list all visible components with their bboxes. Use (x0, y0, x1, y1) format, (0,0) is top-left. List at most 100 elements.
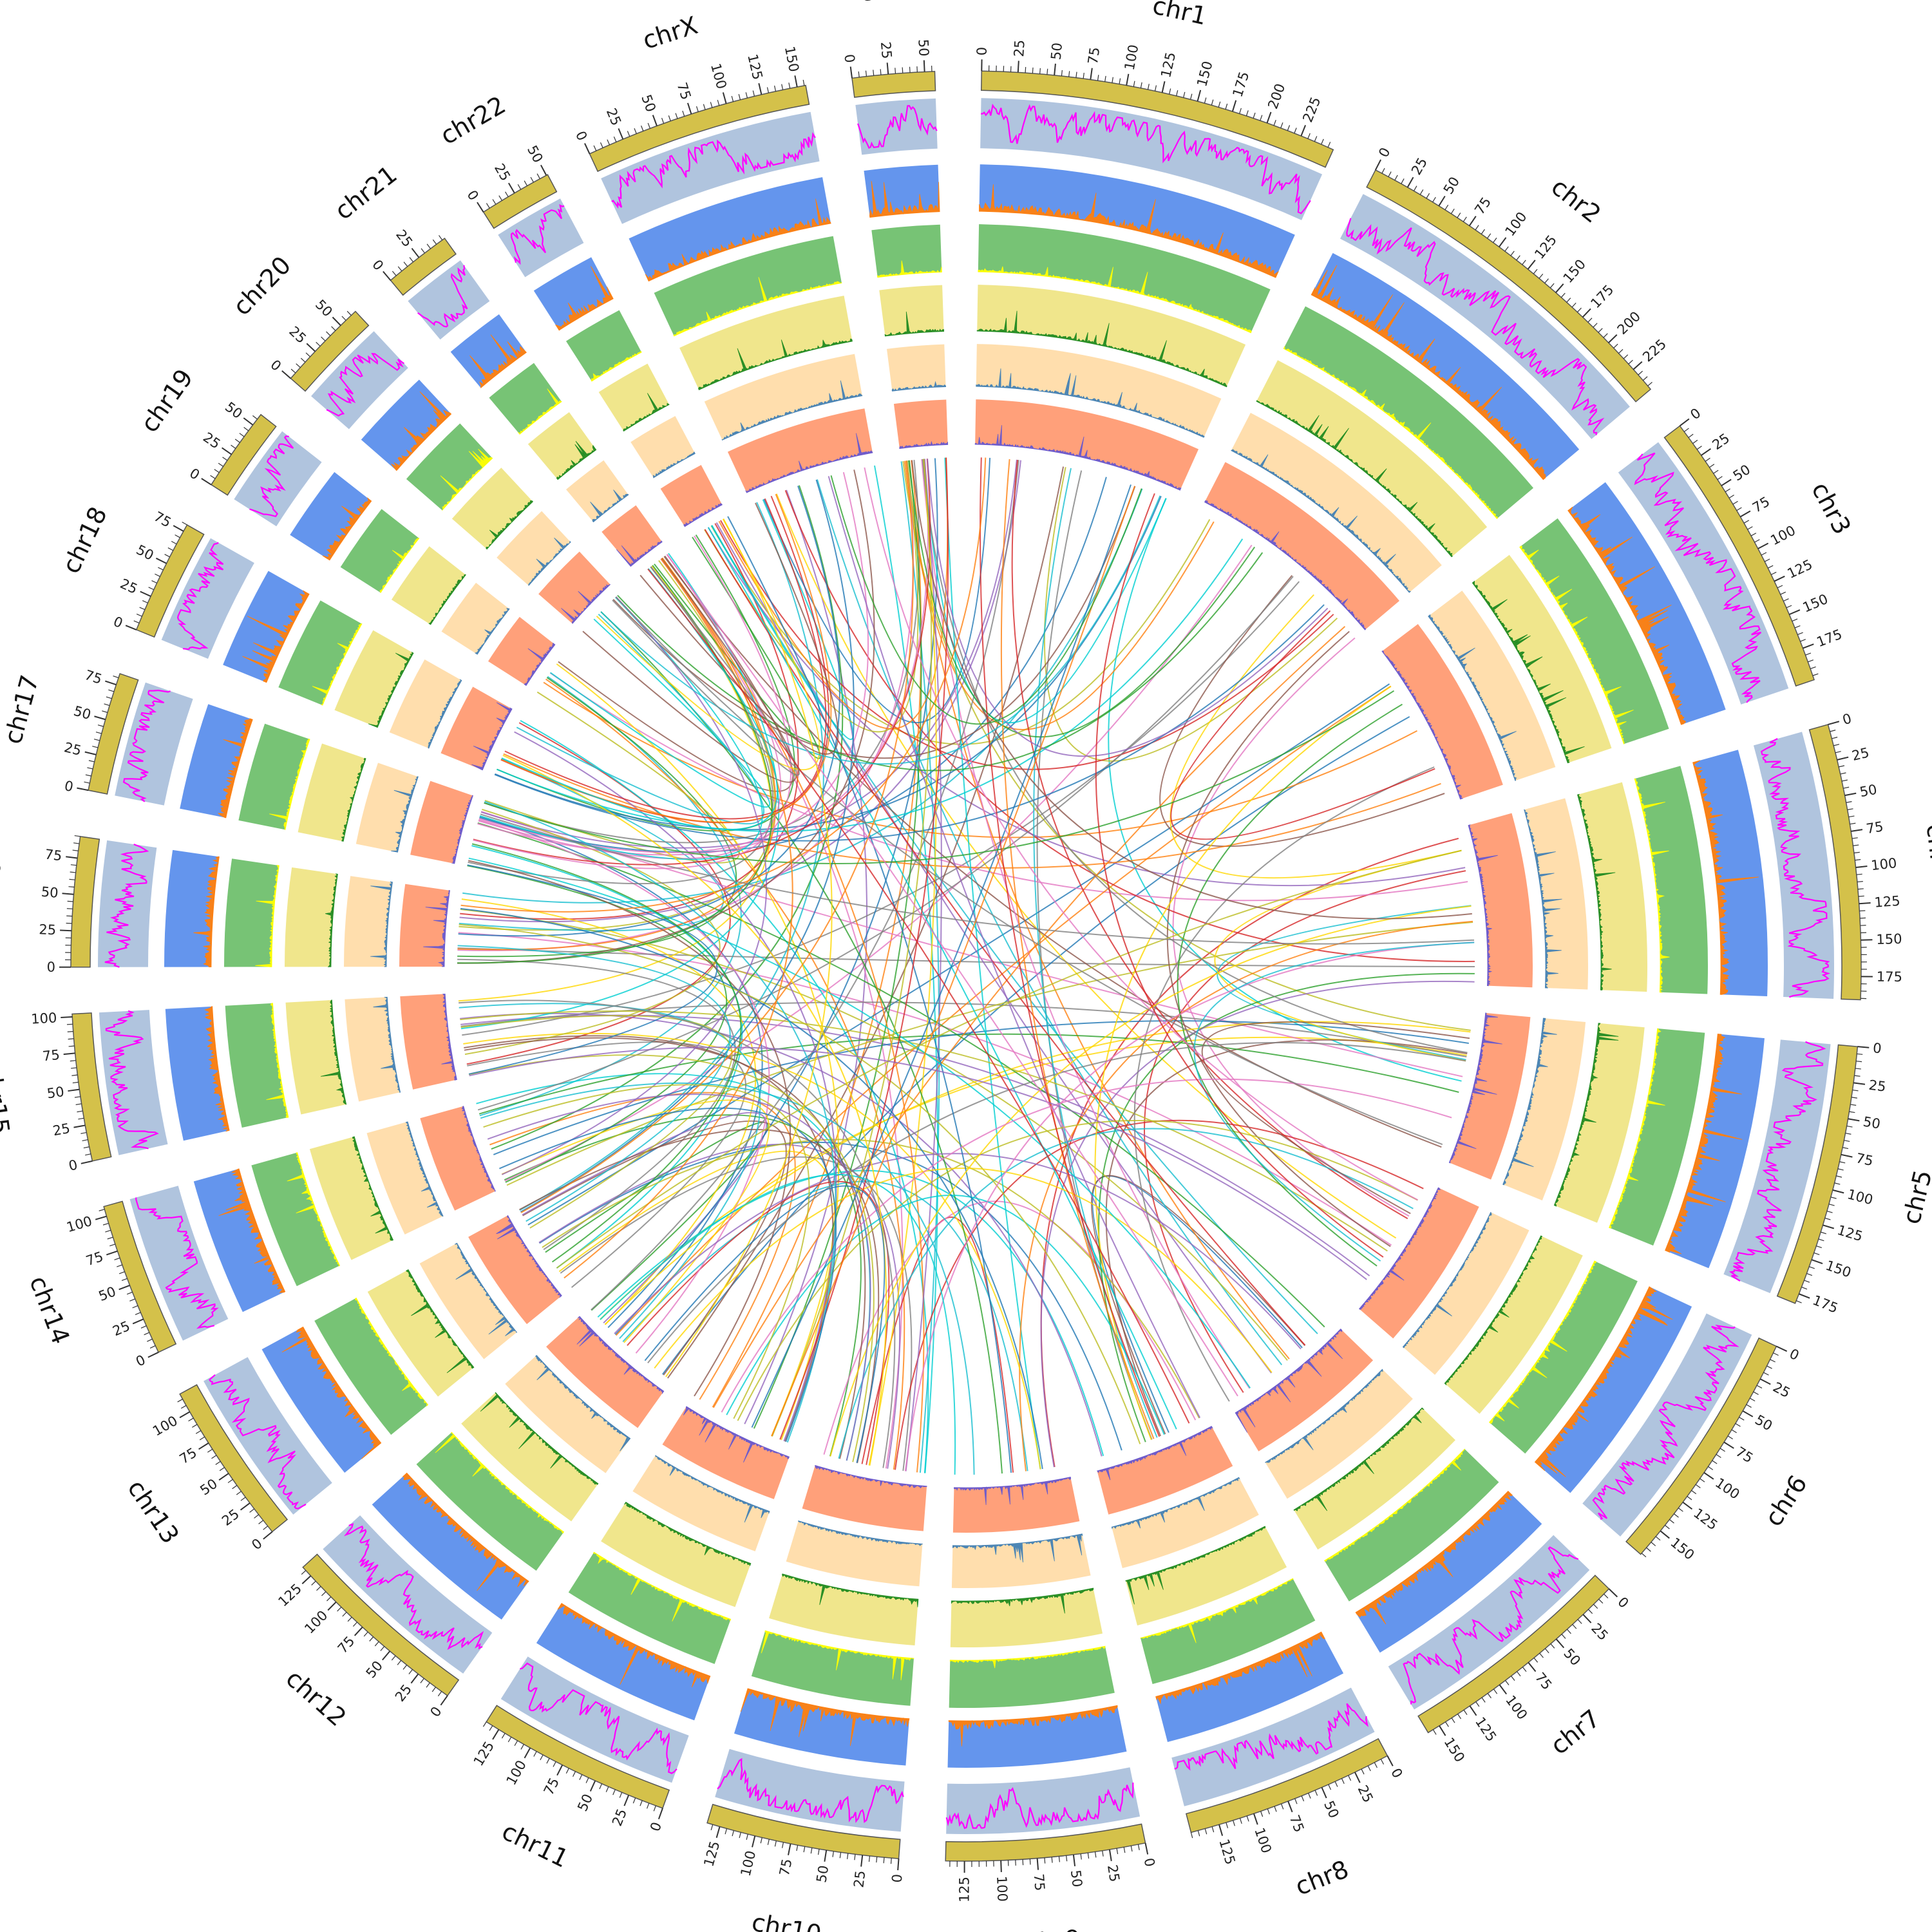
tick-label: 25 (1850, 744, 1871, 764)
tick-label: 100 (737, 1849, 759, 1878)
link-chord (980, 457, 1160, 1437)
track-2-background (533, 257, 614, 330)
minor-tick (1854, 1075, 1861, 1077)
track-area (978, 266, 1252, 334)
tick-label: 25 (1588, 1620, 1611, 1643)
minor-tick (207, 1448, 213, 1453)
track-area (1502, 1018, 1557, 1186)
chromosome-chr19: 0 25 50 chr19 (135, 364, 556, 687)
major-tick (1757, 542, 1769, 549)
minor-tick (1287, 125, 1291, 131)
track-3-background (1324, 1449, 1499, 1602)
ideogram-band (1808, 724, 1862, 1001)
minor-tick (93, 739, 100, 741)
link-chord (457, 958, 736, 1251)
tick-label: 150 (1667, 1535, 1697, 1563)
minor-tick (126, 1291, 133, 1295)
major-tick (301, 1575, 312, 1584)
minor-tick (1189, 93, 1193, 100)
track-area (269, 738, 310, 830)
tick-label: 0 (1841, 710, 1853, 728)
minor-tick (88, 760, 95, 762)
link-chord (895, 1119, 1424, 1470)
minor-tick (781, 1842, 784, 1848)
major-tick (354, 1626, 363, 1636)
minor-tick (1321, 138, 1324, 145)
tick-label: 0 (47, 960, 55, 975)
track-area (561, 584, 611, 624)
tick-label: 50 (1859, 782, 1879, 800)
minor-tick (254, 1514, 260, 1519)
minor-tick (1577, 1619, 1582, 1624)
ideogram-band (482, 174, 558, 229)
minor-tick (136, 613, 142, 617)
track-4-background (879, 285, 944, 337)
tick-label: 25 (1710, 430, 1733, 453)
minor-tick (147, 1338, 153, 1342)
link-chord (480, 1083, 975, 1475)
link-chord (478, 1033, 1459, 1115)
track-5-background (976, 344, 1222, 438)
chromosome-label: chr3 (1806, 477, 1857, 539)
tick-label: 25 (392, 1681, 415, 1705)
major-tick (1354, 1772, 1361, 1783)
track-line (1174, 1703, 1368, 1771)
minor-tick (182, 522, 187, 526)
minor-tick (731, 95, 734, 102)
ideogram-band (390, 238, 457, 296)
track-5-background (1231, 412, 1442, 593)
major-tick (1776, 1345, 1788, 1352)
minor-tick (1835, 751, 1841, 753)
track-3-background (751, 1630, 914, 1706)
minor-tick (133, 620, 140, 623)
track-3-background (340, 509, 419, 593)
minor-tick (438, 235, 443, 241)
track-area (1534, 1286, 1673, 1477)
link-chord (501, 1099, 770, 1343)
minor-tick (1260, 1811, 1264, 1817)
link-chord (519, 1128, 880, 1464)
minor-tick (540, 1754, 544, 1761)
major-tick (1633, 361, 1643, 370)
major-tick (1582, 308, 1591, 318)
track-line (520, 1662, 677, 1774)
track-area (1311, 265, 1546, 480)
tick-label: 0 (1388, 1766, 1405, 1781)
tick-label: 75 (1287, 1813, 1307, 1835)
track-area (352, 1136, 394, 1241)
major-tick (155, 557, 167, 564)
link-chord (483, 1084, 810, 1419)
minor-tick (752, 90, 755, 97)
minor-tick (1487, 1693, 1492, 1699)
tick-label: 75 (541, 1776, 562, 1798)
tick-label: 150 (1441, 1735, 1468, 1765)
tick-label: 150 (782, 45, 802, 73)
tick-label: 0 (889, 1873, 905, 1883)
minor-tick (337, 1607, 342, 1612)
minor-tick (296, 363, 301, 368)
major-tick (1321, 1787, 1327, 1799)
minor-tick (703, 104, 706, 110)
track-area (1428, 614, 1517, 781)
track-line (326, 353, 405, 417)
track-area (428, 679, 462, 749)
link-chord (473, 459, 931, 866)
link-chord (519, 502, 824, 1211)
minor-tick (1719, 1448, 1725, 1452)
major-tick (63, 1052, 75, 1056)
link-chord (1000, 459, 1155, 1439)
minor-tick (346, 310, 352, 316)
track-area (455, 1242, 518, 1336)
major-tick (860, 1855, 864, 1867)
link-chord (522, 1120, 787, 1376)
link-chord (905, 459, 942, 1472)
minor-tick (1104, 75, 1106, 82)
track-area (218, 1168, 286, 1293)
tick-label: 0 (249, 1535, 265, 1553)
track-area (1096, 1426, 1213, 1481)
track-line (1403, 1546, 1579, 1705)
track-area (557, 1603, 711, 1688)
minor-tick (149, 1345, 156, 1349)
tick-label: 0 (464, 187, 481, 203)
